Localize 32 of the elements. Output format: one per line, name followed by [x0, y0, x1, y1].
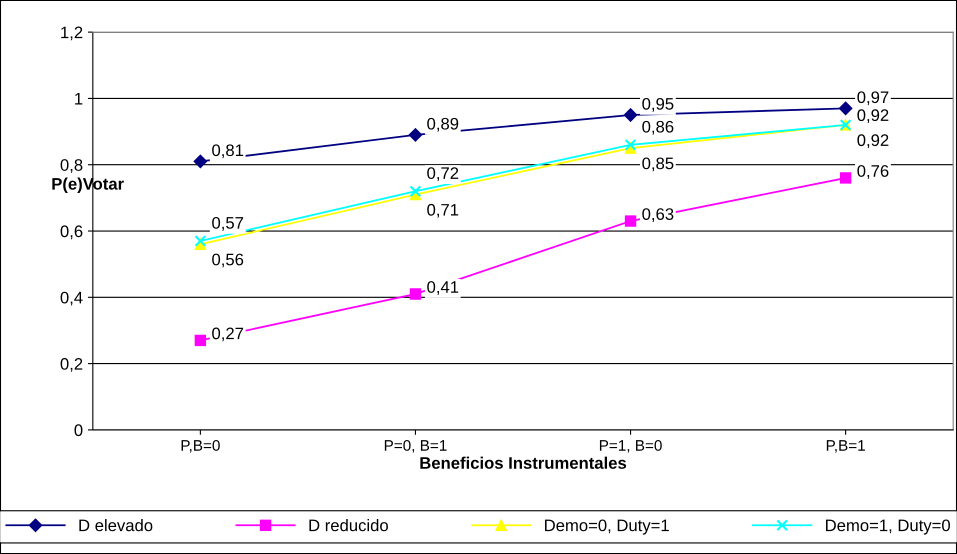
legend-label: Demo=0, Duty=1	[545, 519, 669, 535]
data-label: 0,95	[642, 98, 674, 112]
x-tick-label: P,B=1	[826, 440, 865, 453]
y-tick-label: 0,4	[60, 292, 83, 306]
data-label: 0,92	[857, 109, 888, 124]
data-label: 0,85	[642, 157, 674, 172]
y-tick-label: 1	[75, 93, 82, 104]
data-label: 0,71	[427, 204, 458, 218]
x-tick-label: P=1, B=0	[600, 440, 662, 453]
data-label: 0,56	[212, 254, 244, 268]
data-label: 0,63	[642, 208, 674, 222]
legend-label: D elevado	[79, 519, 152, 532]
data-label: 0,72	[427, 167, 458, 182]
data-label: 0,27	[212, 328, 244, 342]
x-axis-title: Beneficios Instrumentales	[420, 456, 626, 469]
data-label: 0,89	[427, 118, 458, 132]
data-label: 0,41	[427, 281, 458, 295]
data-label: 0,81	[212, 144, 244, 158]
data-label: 0,76	[857, 165, 888, 179]
data-label: 0,57	[212, 216, 244, 231]
y-tick-label: 0,8	[60, 159, 82, 173]
legend-label: D reducido	[309, 519, 388, 532]
x-tick-label: P=0, B=1	[384, 440, 447, 453]
y-tick-label: 0	[74, 424, 82, 436]
data-label: 0,97	[857, 91, 888, 106]
y-tick-label: 0,6	[60, 225, 82, 240]
y-tick-label: 0,2	[60, 358, 82, 372]
legend-label: Demo=1, Duty=0	[826, 519, 950, 535]
y-tick-label: 1,2	[61, 26, 82, 40]
x-tick-label: P,B=0	[182, 440, 220, 453]
data-label: 0,86	[642, 120, 674, 135]
data-label: 0,92	[857, 134, 888, 148]
